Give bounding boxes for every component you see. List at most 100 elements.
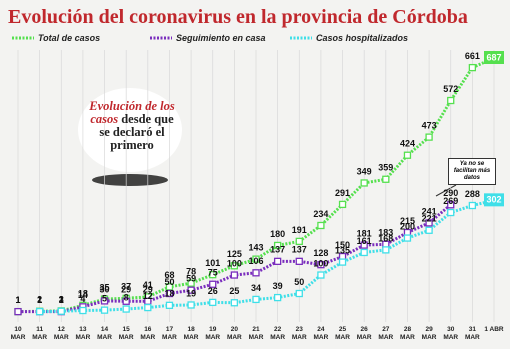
- x-tick-label: 24 MAR: [313, 326, 329, 341]
- end-marker: [484, 193, 504, 207]
- data-label: 100: [313, 258, 328, 268]
- x-tick-label: 26 MAR: [356, 326, 372, 341]
- point-marker: [403, 151, 412, 159]
- bubble: [78, 88, 182, 172]
- data-label: 183: [378, 228, 393, 238]
- x-tick-label: 11 MAR: [32, 326, 48, 341]
- data-label: 135: [335, 245, 350, 255]
- point-marker: [273, 293, 282, 302]
- data-label: 59: [186, 274, 196, 284]
- legend-label: Total de casos: [38, 33, 100, 43]
- data-label: 424: [400, 139, 415, 149]
- point-marker: [273, 241, 282, 250]
- point-marker: [360, 248, 368, 257]
- point-marker: [425, 226, 433, 234]
- data-label: 1: [15, 295, 20, 305]
- data-label: 50: [164, 277, 174, 287]
- data-label: 1: [37, 295, 42, 305]
- x-tick-label: 19 MAR: [205, 326, 221, 341]
- point-marker: [100, 306, 109, 314]
- data-label: 269: [443, 196, 458, 206]
- end-marker: [484, 51, 504, 64]
- legend-label: Seguimiento en casa: [176, 33, 266, 43]
- data-label: 35: [100, 282, 110, 292]
- data-label: 191: [292, 225, 307, 235]
- data-label: 128: [313, 248, 328, 258]
- data-label: 106: [248, 256, 263, 266]
- x-tick-label: 10 MAR: [10, 326, 26, 341]
- x-tick-label: 17 MAR: [162, 326, 177, 341]
- data-label: 5: [102, 294, 107, 304]
- data-label: 359: [378, 163, 393, 173]
- data-label: 180: [270, 229, 285, 239]
- data-label: 12: [143, 291, 153, 301]
- point-marker: [252, 295, 260, 304]
- data-label: 2: [59, 295, 64, 305]
- point-marker: [252, 255, 260, 263]
- x-tick-label: 16 MAR: [140, 326, 156, 341]
- data-label: 1: [59, 295, 64, 305]
- point-marker: [35, 307, 44, 316]
- chart-title: Evolución del coronavirus en la provinci…: [8, 6, 468, 28]
- data-label: 241: [422, 206, 437, 216]
- data-label: 125: [227, 249, 242, 259]
- data-label: 18: [164, 289, 174, 299]
- data-label: 101: [205, 258, 220, 268]
- point-marker: [468, 201, 477, 210]
- data-label: 215: [400, 216, 415, 226]
- data-label: 29: [143, 285, 153, 295]
- note-arrow: [435, 184, 457, 197]
- data-label: 143: [248, 243, 263, 253]
- point-marker: [317, 221, 325, 230]
- data-label: 25: [229, 286, 239, 296]
- data-label: 39: [273, 281, 283, 291]
- point-marker: [360, 179, 368, 187]
- point-marker: [382, 175, 390, 183]
- data-label: 100: [227, 258, 242, 268]
- annotation-text: desde que se declaró el primero: [99, 112, 174, 152]
- point-marker: [209, 280, 217, 288]
- data-label: 221: [422, 214, 437, 224]
- point-marker: [382, 246, 390, 254]
- point-marker: [187, 286, 195, 294]
- point-marker: [447, 96, 455, 105]
- point-marker: [187, 279, 195, 287]
- annotation-highlight: Evolución de los casos: [89, 99, 175, 126]
- point-marker: [209, 298, 217, 307]
- point-marker: [14, 307, 22, 316]
- data-label: 349: [357, 166, 372, 176]
- data-label: 26: [208, 286, 218, 296]
- data-label: 288: [465, 189, 480, 199]
- point-marker: [403, 234, 412, 242]
- point-marker: [360, 241, 368, 249]
- data-label: 473: [422, 120, 437, 130]
- data-label: 78: [186, 267, 196, 277]
- x-tick-label: 31 MAR: [464, 326, 480, 341]
- data-label: 1: [15, 295, 20, 305]
- data-label: 8: [124, 292, 129, 302]
- data-label: 137: [270, 245, 285, 255]
- x-tick-label: 14 MAR: [97, 326, 112, 341]
- point-marker: [338, 258, 347, 266]
- x-tick-label: 27 MAR: [378, 326, 394, 341]
- data-label: 2: [37, 295, 42, 305]
- data-label: 30: [100, 284, 110, 294]
- x-tick-label: 1 ABR: [484, 326, 504, 333]
- point-marker: [425, 219, 433, 227]
- point-marker: [295, 289, 303, 298]
- point-marker: [468, 63, 477, 72]
- data-label: 234: [313, 209, 328, 219]
- data-label: 14: [78, 290, 88, 300]
- data-label: 75: [208, 268, 218, 278]
- data-label: 4: [80, 294, 85, 304]
- point-marker: [57, 307, 65, 315]
- data-label: 50: [294, 277, 304, 287]
- data-label: 687: [486, 52, 501, 62]
- shadow: [92, 174, 168, 186]
- x-tick-label: 28 MAR: [400, 326, 415, 341]
- data-label: 137: [292, 245, 307, 255]
- point-marker: [447, 208, 455, 217]
- point-marker: [122, 305, 130, 313]
- data-label: 34: [251, 283, 261, 293]
